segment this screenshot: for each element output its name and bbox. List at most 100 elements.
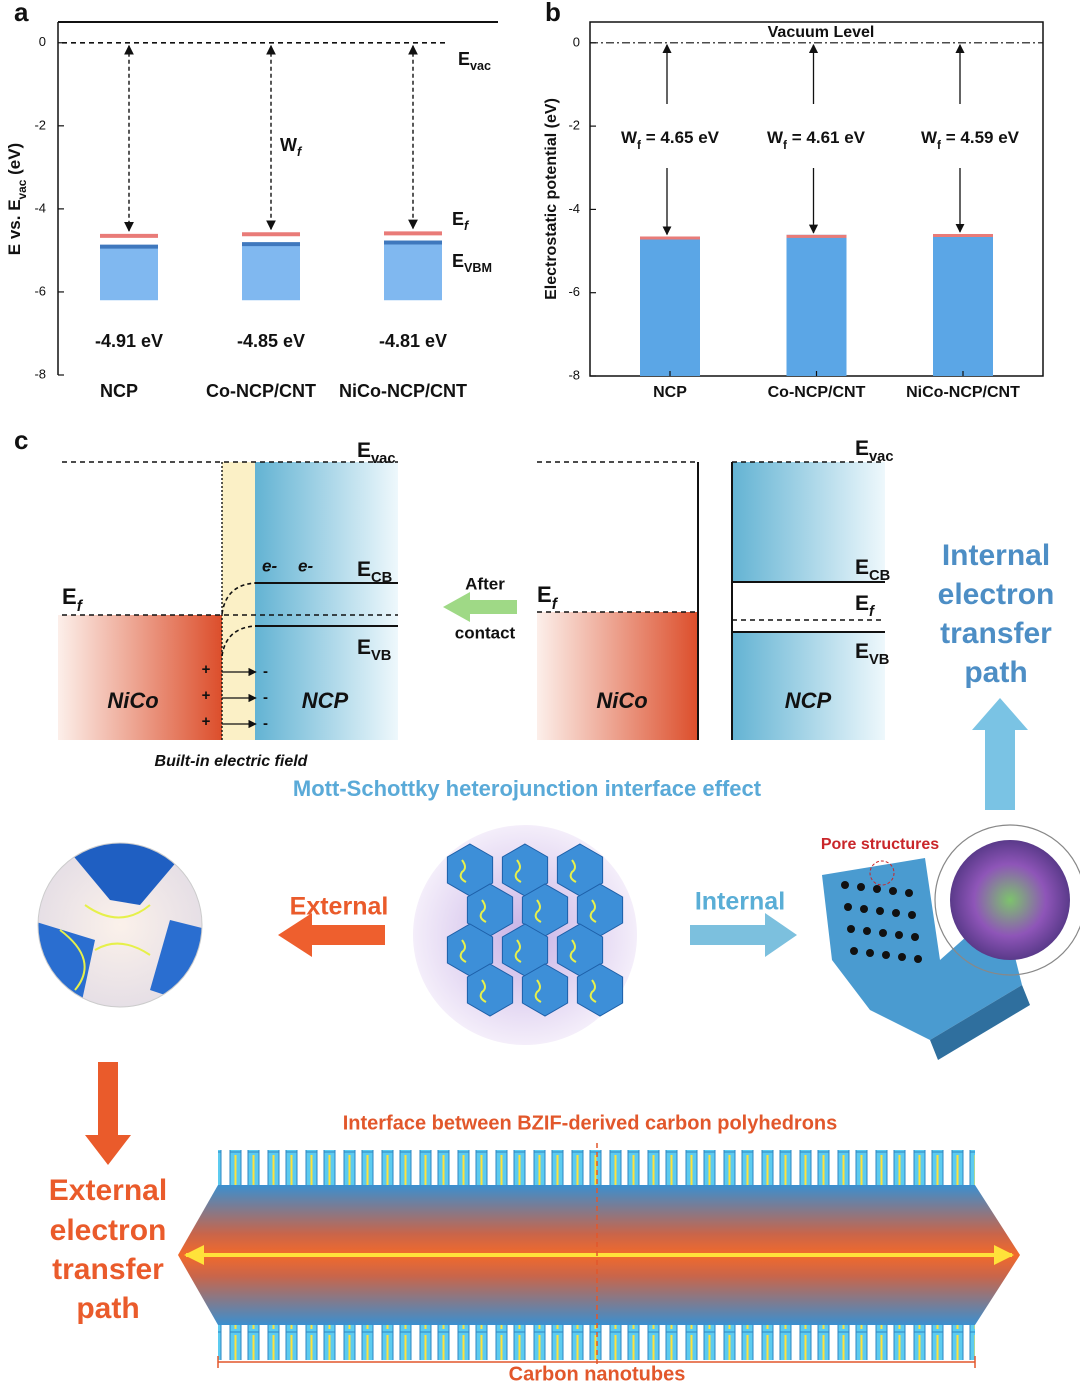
metal-region: [58, 615, 222, 740]
panel-b: Electrostatic potential (eV) Vacuum Leve…: [543, 21, 1044, 401]
pore: [866, 949, 874, 957]
label-run: (eV): [5, 143, 24, 180]
label-run: E: [357, 558, 371, 581]
annotation-run: W: [921, 128, 938, 147]
band-label: Evac: [357, 439, 396, 467]
depletion-region: [222, 462, 255, 740]
path-label: path: [964, 656, 1027, 689]
annotation: Evac: [458, 49, 491, 74]
electron-path: [514, 939, 522, 963]
material-label: NCP: [302, 688, 349, 713]
annotation-run: E: [452, 209, 464, 229]
annotation-run: = 4.61 eV: [787, 128, 866, 147]
pore: [863, 927, 871, 935]
nanotube-label: Carbon nanotubes: [509, 1363, 686, 1385]
electron-path: [479, 979, 487, 1003]
up-arrow: [972, 698, 1028, 810]
path-label: path: [76, 1292, 139, 1325]
pore: [898, 953, 906, 961]
annotation-run: = 4.65 eV: [641, 128, 720, 147]
contact-arrow: After contact: [443, 574, 517, 642]
y-tick-label: -6: [34, 283, 46, 298]
value-label: -4.91 eV: [95, 331, 163, 351]
path-label: transfer: [52, 1253, 164, 1286]
polyhedron: [576, 963, 624, 1017]
y-tick-label: 0: [39, 34, 46, 49]
internal-path: Internal electron transfer path: [938, 539, 1054, 810]
electron-path: [459, 939, 467, 963]
electron-path: [534, 899, 542, 923]
interface-label: Interface between BZIF-derived carbon po…: [343, 1112, 838, 1134]
x-tick-label: NCP: [653, 384, 687, 401]
annotation: Wf = 4.59 eV: [921, 128, 1020, 152]
electron-label: e-: [262, 556, 277, 575]
electron-path: [479, 899, 487, 923]
pore: [841, 881, 849, 889]
label-run: E: [855, 592, 869, 615]
y-tick-label: -4: [34, 200, 46, 215]
annotation-run: W: [767, 128, 784, 147]
x-tick-label: Co-NCP/CNT: [206, 381, 316, 401]
label-run: f: [552, 596, 559, 613]
y-tick-label: -2: [34, 117, 46, 132]
y-axis-label: E vs. Evac (eV): [5, 143, 29, 255]
label-run: CB: [869, 568, 890, 584]
annotation-run: f: [637, 138, 641, 152]
arrow-label: Internal: [695, 888, 785, 916]
interface-effect-label: Mott-Schottky heterojunction interface e…: [293, 776, 762, 801]
electron-path: [459, 859, 467, 883]
carbon-block: [822, 858, 1022, 1040]
label-run: E: [537, 582, 552, 607]
label-run: vac: [15, 179, 29, 199]
valence-box: [384, 242, 442, 301]
carbon-block-side: [930, 985, 1030, 1060]
label-run: VB: [869, 652, 889, 668]
sphere: [950, 840, 1070, 960]
annotation-run: = 4.59 eV: [941, 128, 1020, 147]
pore: [882, 951, 890, 959]
band-label: Ef: [855, 592, 876, 620]
y-tick-label: -8: [34, 366, 46, 381]
annotation: EVBM: [452, 251, 492, 276]
y-axis-label: Electrostatic potential (eV): [543, 98, 560, 300]
pore: [876, 907, 884, 915]
polyhedron: [521, 963, 569, 1017]
pore: [905, 889, 913, 897]
bar: [640, 236, 700, 376]
x-tick-label: NiCo-NCP/CNT: [906, 384, 1020, 401]
charge-sign: +: [202, 713, 211, 730]
arrow-label: After: [465, 574, 505, 593]
x-tick-label: NiCo-NCP/CNT: [339, 381, 467, 401]
charge-sign: -: [263, 715, 268, 732]
x-tick-label: Co-NCP/CNT: [768, 384, 866, 401]
annotation: Wf = 4.61 eV: [767, 128, 866, 152]
interface-illustration: [37, 842, 203, 1008]
polyhedron-cluster: [413, 825, 637, 1045]
annotation: Wf = 4.65 eV: [621, 128, 720, 152]
value-label: -4.85 eV: [237, 331, 305, 351]
annotation: Ef: [452, 209, 470, 234]
pore-highlight: [869, 860, 895, 886]
arrow-label: External: [290, 893, 389, 921]
path-label: Internal: [942, 539, 1050, 572]
electron-path: [514, 859, 522, 883]
label-run: E: [357, 439, 371, 462]
annotation-run: VBM: [464, 261, 492, 275]
polyhedron: [466, 963, 514, 1017]
electron-path: [589, 979, 597, 1003]
label-run: E: [357, 636, 371, 659]
pore-illustration: Pore structures: [821, 824, 1080, 1060]
y-tick-label: -6: [568, 284, 580, 299]
label-run: vac: [869, 449, 894, 465]
electron-label: e-: [298, 556, 313, 575]
bar: [786, 234, 847, 376]
semiconductor-region: [732, 632, 885, 740]
band-label: Evac: [855, 437, 894, 465]
y-tick-label: -4: [568, 201, 580, 216]
cage: [934, 824, 1080, 976]
caption: Built-in electric field: [155, 753, 309, 770]
path-label: electron: [50, 1214, 167, 1247]
band-bending: [221, 625, 256, 657]
value-label: -4.81 eV: [379, 331, 447, 351]
annotation-run: f: [464, 219, 470, 233]
